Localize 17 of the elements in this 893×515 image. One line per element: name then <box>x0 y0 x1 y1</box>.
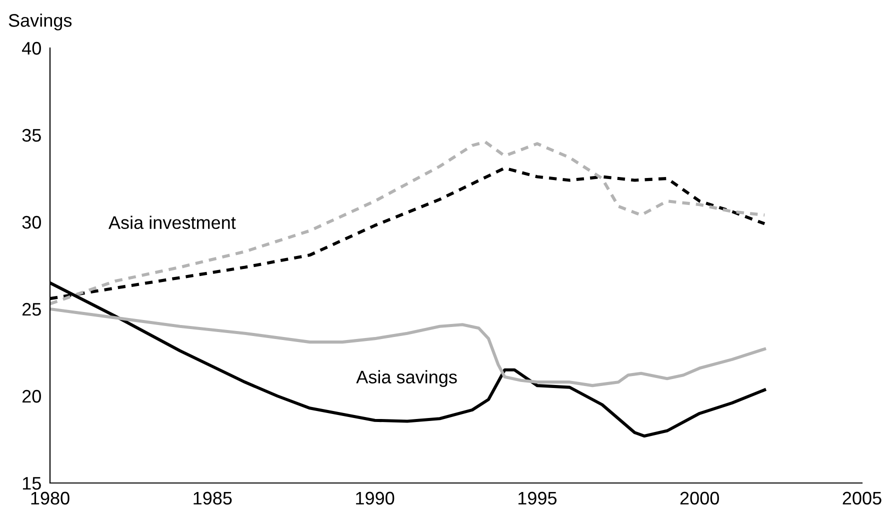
x-tick-label: 1990 <box>356 492 394 505</box>
y-tick-label: 20 <box>22 390 41 403</box>
y-tick-label: 40 <box>22 42 41 55</box>
line-series <box>50 140 766 306</box>
annotation: Asia investment <box>108 216 236 230</box>
y-tick-label: 15 <box>22 477 41 490</box>
annotation: Asia savings <box>356 370 457 388</box>
y-tick-label: 35 <box>22 128 41 142</box>
x-tick-label: 1995 <box>518 492 557 505</box>
x-tick-label: 2000 <box>680 492 719 505</box>
y-tick-label: 25 <box>22 302 41 316</box>
x-tick-label: 1980 <box>31 492 70 505</box>
y-tick-label: 30 <box>22 216 41 229</box>
line-series <box>50 307 766 388</box>
x-tick-label: 1985 <box>194 492 232 505</box>
x-tick-label: 2005 <box>842 492 882 505</box>
y-axis-title: Savings <box>8 14 72 30</box>
